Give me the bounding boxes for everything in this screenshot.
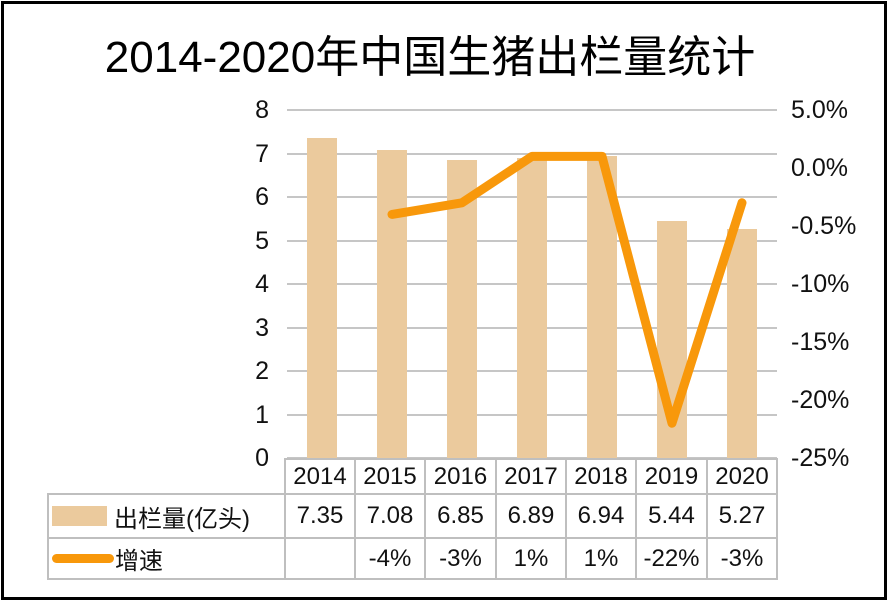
growth-polyline: [387, 151, 747, 428]
year-cell-2020: 2020: [706, 458, 778, 495]
bar-2020: [727, 228, 757, 458]
right-axis-tick: -25%: [791, 444, 850, 472]
left-axis-tick: 5: [255, 226, 269, 255]
growth-cell-2018: 1%: [565, 537, 637, 580]
legend-label-growth: 增速: [115, 548, 163, 575]
left-axis-tick: 3: [255, 313, 269, 342]
growth-line: [387, 151, 747, 428]
year-cell-2019: 2019: [635, 458, 708, 495]
bar-2014: [307, 138, 337, 458]
volume-cell-2015: 7.08: [354, 493, 426, 539]
table-row-growth: 增速 -4% -3% 1% 1% -22% -3%: [47, 537, 778, 580]
volume-cell-2014: 7.35: [284, 493, 356, 539]
table-corner-spacer: [48, 459, 285, 494]
right-axis-tick: -10%: [791, 270, 850, 298]
right-axis-tick: -0.5%: [791, 212, 857, 240]
chart-title: 2014-2020年中国生猪出栏量统计: [104, 33, 756, 82]
bar-legend-swatch-icon: [52, 506, 107, 526]
left-axis-tick: 6: [255, 183, 269, 211]
growth-cell-2016: -3%: [424, 537, 497, 580]
year-cell-2017: 2017: [495, 458, 567, 495]
growth-cell-2020: -3%: [706, 537, 778, 580]
growth-cell-2014: [284, 537, 356, 580]
volume-cell-2020: 5.27: [706, 493, 778, 539]
volume-cell-2019: 5.44: [635, 493, 708, 539]
right-axis-tick: -15%: [791, 328, 850, 356]
data-table: 2014 2015 2016 2017 2018 2019 2020 出栏量(亿头) 7.3…: [47, 458, 778, 580]
right-axis-tick: -20%: [791, 386, 850, 414]
volume-cell-2018: 6.94: [565, 493, 637, 539]
right-axis-tick: 0.0%: [791, 154, 848, 182]
table-row-volume: 出栏量(亿头) 7.35 7.08 6.85 6.89 6.94 5.44 5.27: [47, 493, 778, 539]
gridline: [287, 457, 777, 459]
table-row-years: 2014 2015 2016 2017 2018 2019 2020: [48, 458, 778, 495]
growth-cell-2017: 1%: [495, 537, 567, 580]
growth-cell-2015: -4%: [354, 537, 426, 580]
left-axis-tick: 8: [255, 96, 269, 124]
legend-cell-volume: 出栏量(亿头): [47, 493, 286, 539]
bar-2015: [377, 150, 407, 458]
year-cell-2016: 2016: [424, 458, 497, 495]
plot-area: [287, 109, 777, 459]
right-axis-tick: 5.0%: [791, 96, 848, 124]
left-axis-tick: 0: [255, 444, 269, 472]
volume-cell-2017: 6.89: [495, 493, 567, 539]
legend-cell-growth: 增速: [47, 537, 286, 580]
gridline: [287, 109, 777, 111]
left-axis-tick: 1: [255, 400, 269, 429]
line-legend-swatch-icon: [52, 554, 114, 563]
year-cell-2015: 2015: [354, 458, 426, 495]
left-axis-tick: 4: [255, 270, 269, 298]
legend-label-volume: 出栏量(亿头): [114, 505, 250, 533]
left-axis-tick: 7: [255, 139, 269, 168]
bar-2017: [517, 158, 547, 458]
volume-cell-2016: 6.85: [424, 493, 497, 539]
growth-cell-2019: -22%: [635, 537, 708, 580]
year-cell-2018: 2018: [565, 458, 637, 495]
left-axis-tick: 2: [255, 357, 269, 385]
bar-2016: [447, 160, 477, 458]
year-cell-2014: 2014: [284, 458, 356, 495]
